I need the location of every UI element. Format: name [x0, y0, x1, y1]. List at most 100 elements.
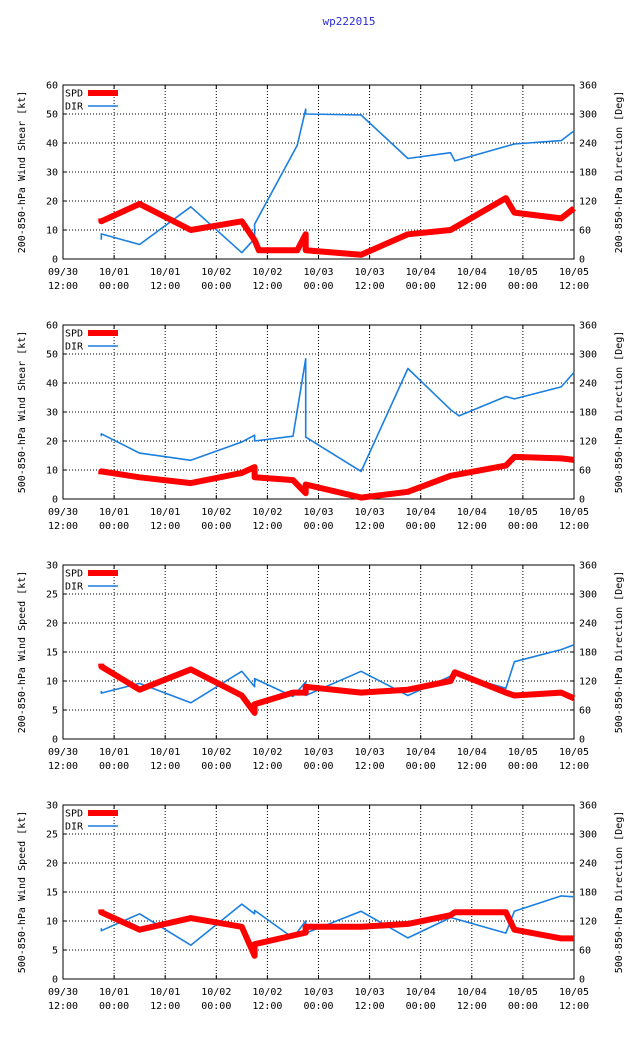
x-tick-label-time: 12:00	[150, 761, 180, 772]
x-tick-label-time: 00:00	[303, 521, 333, 532]
x-tick-label-day: 10/02	[252, 267, 282, 278]
x-tick-label-time: 12:00	[355, 761, 385, 772]
y2-tick-label: 180	[579, 888, 597, 899]
y-tick-label: 0	[52, 735, 58, 746]
y2-tick-label: 120	[579, 197, 597, 208]
series-line-spd	[98, 663, 576, 716]
panel-2: 0 10 20 30 40 50 60 0 60 120 180 240 300 360 09/30 12:0…	[17, 321, 625, 533]
x-tick-label-time: 12:00	[48, 761, 78, 772]
plot-frame	[62, 84, 575, 260]
legend-label-dir: DIR	[65, 342, 84, 353]
x-tick-label-time: 12:00	[48, 281, 78, 292]
y2-tick-label: 180	[579, 408, 597, 419]
x-tick-label-day: 10/05	[559, 987, 589, 998]
chart-panels: 010203040506006012018024030036009/3012:0…	[17, 81, 625, 1013]
x-tick-label-day: 10/04	[457, 987, 487, 998]
y2-tick-label: 360	[579, 801, 597, 812]
y-tick-label: 60	[46, 81, 58, 92]
x-tick-label-day: 09/30	[48, 267, 78, 278]
x-tick-label-time: 00:00	[406, 281, 436, 292]
x-tick-label-time: 00:00	[99, 1001, 129, 1012]
x-tick-label-time: 00:00	[201, 281, 231, 292]
y-tick-label: 30	[46, 408, 58, 419]
x-tick-label-time: 00:00	[508, 281, 538, 292]
x-tick-label-time: 00:00	[303, 281, 333, 292]
x-tick-label-day: 10/03	[355, 267, 385, 278]
series-line-spd	[98, 909, 574, 959]
x-tick-label-day: 10/03	[355, 747, 385, 758]
x-tick-label-time: 00:00	[303, 761, 333, 772]
x-tick-label-day: 10/02	[252, 507, 282, 518]
x-tick-label-time: 00:00	[201, 761, 231, 772]
y-tick-label: 60	[46, 321, 58, 332]
x-tick-label-time: 12:00	[559, 521, 589, 532]
x-tick-label-time: 12:00	[48, 521, 78, 532]
x-tick-label-day: 10/01	[150, 747, 180, 758]
y-axis-label: 500-850-hPa Wind Shear [kt]	[17, 331, 28, 494]
x-tick-label-time: 12:00	[252, 1001, 282, 1012]
x-tick-label-day: 10/03	[355, 507, 385, 518]
x-tick-label-day: 10/01	[99, 747, 129, 758]
y2-tick-label: 0	[579, 735, 585, 746]
x-tick-label-day: 09/30	[48, 747, 78, 758]
x-tick-label-time: 12:00	[559, 1001, 589, 1012]
x-tick-label-day: 10/04	[406, 747, 436, 758]
x-tick-label-day: 10/02	[252, 987, 282, 998]
y2-axis-label: 500-850-hPa Direction [Deg]	[614, 331, 625, 494]
y-tick-label: 10	[46, 226, 58, 237]
panel-3: 05101520253006012018024030036009/3012:00…	[17, 561, 625, 773]
x-tick-label-day: 10/01	[99, 507, 129, 518]
x-tick-label-day: 10/02	[201, 987, 231, 998]
x-tick-label-day: 10/02	[201, 747, 231, 758]
x-tick-label-day: 10/01	[99, 987, 129, 998]
x-tick-label-time: 12:00	[355, 281, 385, 292]
y-tick-label: 40	[46, 379, 58, 390]
y2-tick-label: 0	[579, 975, 585, 986]
legend-label-dir: DIR	[65, 582, 84, 593]
x-tick-label-day: 10/04	[406, 267, 436, 278]
y-tick-label: 15	[46, 648, 58, 659]
x-tick-label-day: 09/30	[48, 507, 78, 518]
x-tick-label-day: 10/05	[559, 267, 589, 278]
y2-tick-label: 240	[579, 619, 597, 630]
x-tick-label-day: 10/04	[406, 987, 436, 998]
x-tick-label-time: 00:00	[406, 521, 436, 532]
x-tick-label-time: 00:00	[508, 761, 538, 772]
x-tick-label-time: 00:00	[406, 761, 436, 772]
x-tick-label-time: 12:00	[150, 521, 180, 532]
x-tick-label-time: 00:00	[508, 521, 538, 532]
y2-tick-label: 60	[579, 946, 591, 957]
y2-tick-label: 300	[579, 110, 597, 121]
x-tick-label-time: 12:00	[252, 281, 282, 292]
y-tick-label: 25	[46, 590, 58, 601]
y2-tick-label: 60	[579, 706, 591, 717]
y2-tick-label: 120	[579, 677, 597, 688]
y-tick-label: 0	[52, 495, 58, 506]
x-tick-label-day: 10/01	[150, 507, 180, 518]
y-tick-label: 20	[46, 197, 58, 208]
plot-frame	[62, 564, 575, 740]
x-tick-label-day: 10/01	[150, 987, 180, 998]
x-tick-label-day: 10/05	[508, 747, 538, 758]
y2-tick-label: 360	[579, 81, 597, 92]
x-tick-label-time: 00:00	[303, 1001, 333, 1012]
y-tick-label: 10	[46, 466, 58, 477]
x-tick-label-day: 10/05	[508, 267, 538, 278]
panel-1: 0 10 20 30 40 50 60 0 60 120 180 240 300 360 09/30 12:0…	[17, 81, 625, 293]
y2-tick-label: 180	[579, 168, 597, 179]
y-tick-label: 5	[52, 946, 58, 957]
x-tick-label-day: 09/30	[48, 987, 78, 998]
y-tick-label: 0	[52, 975, 58, 986]
series-line-spd	[98, 453, 575, 501]
x-tick-label-day: 10/05	[508, 987, 538, 998]
x-tick-label-day: 10/03	[303, 987, 333, 998]
legend-label-dir: DIR	[65, 102, 84, 113]
x-tick-label-time: 00:00	[508, 1001, 538, 1012]
series-line-dir	[100, 108, 575, 254]
x-tick-label-day: 10/04	[457, 507, 487, 518]
y2-tick-label: 0	[579, 495, 585, 506]
y-tick-label: 20	[46, 437, 58, 448]
legend-label-spd: SPD	[65, 329, 83, 340]
x-tick-label-time: 12:00	[457, 281, 487, 292]
